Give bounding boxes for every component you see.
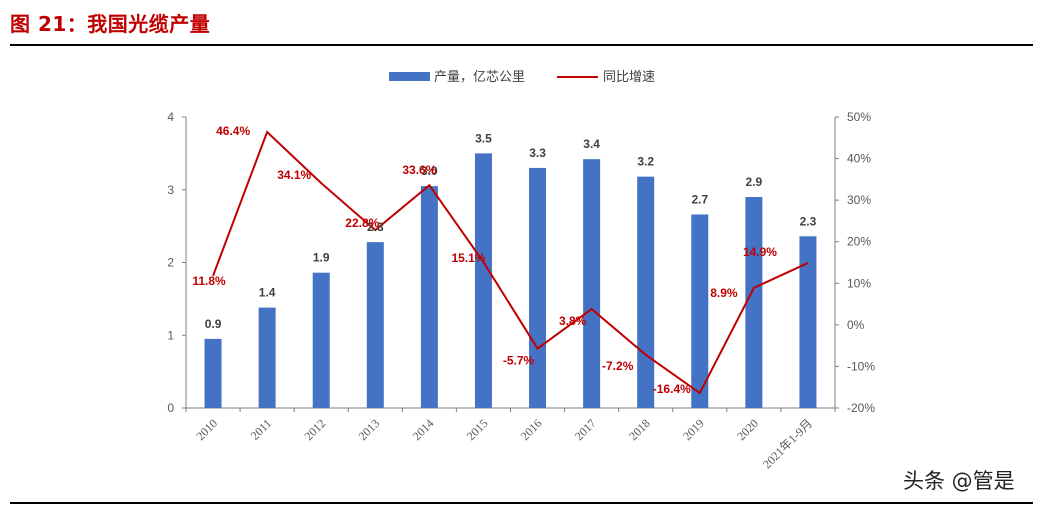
growth-value-label: 33.6% [402, 163, 436, 177]
x-tick-label: 2019 [680, 416, 707, 443]
x-tick-label: 2013 [356, 416, 383, 443]
bar-value-label: 0.9 [205, 317, 222, 331]
bar [583, 159, 601, 408]
bar [204, 338, 222, 408]
bar-value-label: 2.9 [746, 175, 763, 189]
bar-value-label: 3.2 [637, 155, 654, 169]
x-tick-label: 2020 [734, 416, 761, 443]
x-tick-label: 2014 [410, 416, 437, 443]
x-tick-label: 2018 [626, 416, 653, 443]
bar [799, 236, 817, 408]
watermark: 头条 @管是 [903, 469, 1015, 493]
legend-bar-label: 产量，亿芯公里 [434, 70, 525, 85]
bar [745, 197, 763, 408]
growth-value-label: 34.1% [277, 168, 311, 182]
bar-value-label: 1.4 [259, 286, 276, 300]
y-left-tick-label: 4 [167, 110, 174, 124]
bar [529, 167, 547, 408]
bar [420, 186, 438, 408]
growth-value-label: 14.9% [743, 245, 777, 259]
bar [474, 153, 492, 408]
y-left-tick-label: 3 [167, 183, 174, 197]
bar [366, 242, 384, 408]
title-rule [10, 44, 1033, 46]
y-left-tick-label: 1 [167, 328, 174, 342]
data-labels: 0.9 1.4 1.9 2.3 3.0 3.5 3.3 3.4 3.2 2.7 2.9 2.3 11.8… [192, 124, 816, 396]
growth-value-label: -5.7% [503, 354, 535, 368]
growth-value-label: 3.8% [559, 314, 587, 328]
y-right-tick-label: 0% [847, 318, 865, 332]
y-right-tick-label: 50% [847, 110, 871, 124]
figure-title: 图 21：我国光缆产量 [10, 12, 211, 36]
bar-value-label: 2.3 [800, 214, 817, 228]
bar [637, 176, 655, 408]
x-tick-label: 2010 [193, 416, 220, 443]
growth-value-label: 11.8% [192, 274, 226, 288]
bar-value-label: 2.3 [367, 220, 384, 234]
y-right-tick-label: -20% [847, 401, 875, 415]
x-tick-label: 2021年1-9月 [760, 416, 815, 471]
y-right-tick-label: -10% [847, 359, 875, 373]
y-right-tick-label: 40% [847, 152, 871, 166]
bar [691, 214, 709, 408]
bar-value-label: 3.0 [421, 164, 438, 178]
bar-value-label: 3.4 [583, 137, 600, 151]
growth-value-label: 15.1% [451, 251, 485, 265]
y-left-tick-label: 2 [167, 256, 174, 270]
y-right-tick-label: 10% [847, 276, 871, 290]
x-tick-label: 2017 [572, 416, 599, 443]
x-tick-label: 2012 [301, 416, 328, 443]
bottom-rule [10, 502, 1033, 504]
x-tick-label: 2011 [248, 416, 275, 443]
legend: 产量，亿芯公里 同比增速 [389, 70, 655, 85]
legend-bar-swatch [389, 72, 430, 81]
y-right-tick-label: 20% [847, 235, 871, 249]
growth-line-path [212, 130, 809, 395]
bar-value-label: 3.5 [475, 131, 492, 145]
bars [204, 153, 817, 408]
growth-value-label: -16.4% [653, 382, 691, 396]
bar-value-label: 2.7 [691, 192, 708, 206]
bar [312, 272, 330, 408]
bar-value-label: 1.9 [313, 251, 330, 265]
bar-value-label: 3.3 [529, 146, 546, 160]
growth-value-label: 8.9% [710, 286, 738, 300]
growth-line [212, 130, 809, 395]
y-left-tick-label: 0 [167, 401, 174, 415]
growth-value-label: 46.4% [216, 124, 250, 138]
bar [258, 307, 276, 408]
growth-value-label: 22.8% [345, 216, 379, 230]
x-tick-label: 2015 [464, 416, 491, 443]
y-right-tick-label: 30% [847, 193, 871, 207]
growth-value-label: -7.2% [602, 359, 634, 373]
x-tick-label: 2016 [518, 416, 545, 443]
legend-line-label: 同比增速 [603, 70, 655, 85]
